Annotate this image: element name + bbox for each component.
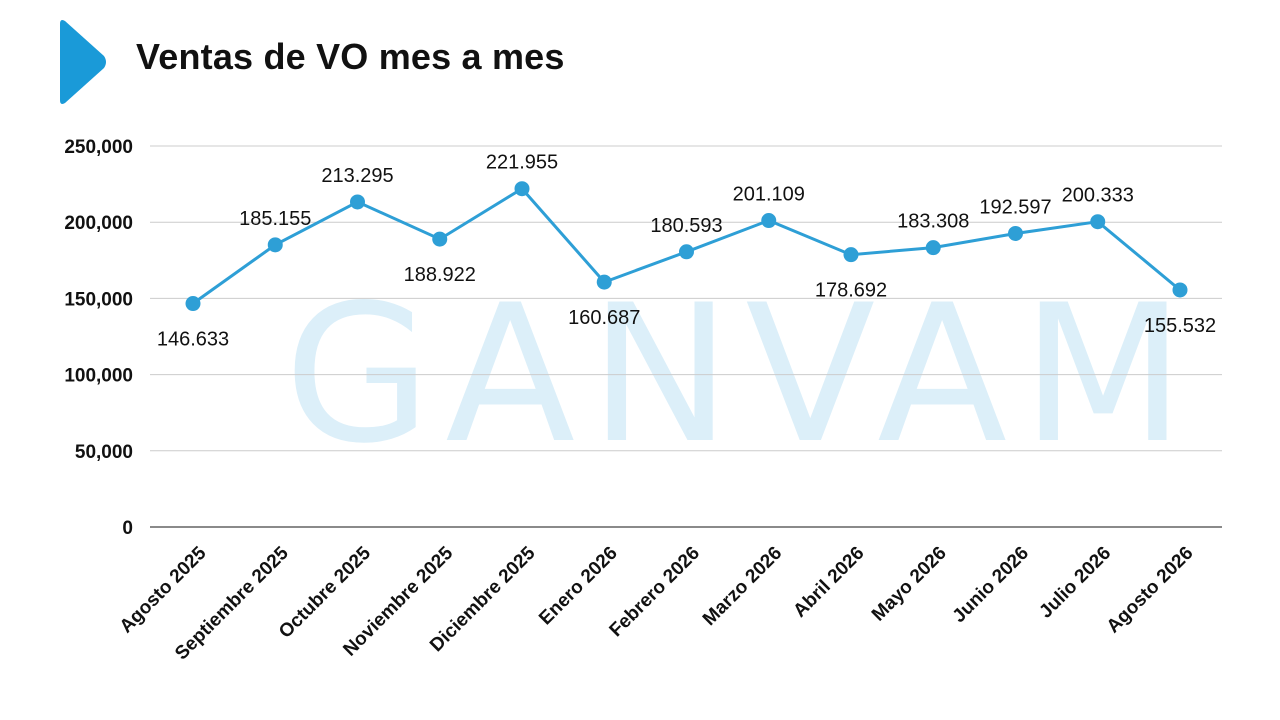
x-tick-label: Abril 2026 xyxy=(789,543,868,622)
chart-grid xyxy=(150,145,1222,528)
y-tick-label: 50,000 xyxy=(75,442,133,463)
data-point xyxy=(267,237,283,253)
data-point xyxy=(1172,282,1188,298)
data-label: 192.597 xyxy=(979,196,1051,218)
data-label: 146.633 xyxy=(157,329,229,351)
data-point xyxy=(679,244,694,260)
data-point xyxy=(843,247,859,263)
x-tick-label: Julio 2026 xyxy=(1035,543,1115,623)
page-title: Ventas de VO mes a mes xyxy=(136,36,565,77)
data-point xyxy=(350,194,365,210)
data-label: 188.922 xyxy=(404,264,476,286)
data-point xyxy=(1090,214,1106,230)
x-tick-label: Marzo 2026 xyxy=(699,543,786,630)
data-label: 213.295 xyxy=(321,165,393,187)
data-label: 178.692 xyxy=(815,280,887,302)
data-label: 180.593 xyxy=(650,215,722,237)
y-axis: 0 50,000 100,000 150,000 200,000 250,000 xyxy=(64,137,133,539)
y-tick-label: 150,000 xyxy=(64,289,133,310)
data-points xyxy=(185,181,1188,312)
x-tick-label: Enero 2026 xyxy=(535,543,622,630)
data-point xyxy=(1008,225,1023,241)
data-point xyxy=(432,231,448,247)
data-point xyxy=(761,213,777,229)
data-point xyxy=(185,296,201,312)
data-label: 201.109 xyxy=(733,184,805,206)
data-point xyxy=(925,240,941,256)
x-tick-label: Agosto 2026 xyxy=(1103,543,1198,638)
data-point xyxy=(596,274,612,290)
data-label: 183.308 xyxy=(897,211,969,233)
data-label: 200.333 xyxy=(1062,185,1134,207)
header-arrow-icon xyxy=(60,20,106,104)
y-tick-label: 250,000 xyxy=(64,137,133,158)
y-tick-label: 100,000 xyxy=(64,366,133,387)
data-labels: 146.633 185.155 213.295 188.922 221.955 160.6… xyxy=(157,152,1216,351)
data-label: 155.532 xyxy=(1144,315,1216,337)
data-label: 185.155 xyxy=(239,208,311,230)
y-tick-label: 200,000 xyxy=(64,213,133,234)
data-point xyxy=(514,181,530,197)
x-tick-label: Junio 2026 xyxy=(949,543,1033,627)
data-label: 160.687 xyxy=(568,307,640,329)
x-tick-label: Mayo 2026 xyxy=(868,543,951,626)
y-tick-label: 0 xyxy=(122,518,133,539)
data-label: 221.955 xyxy=(486,152,558,174)
